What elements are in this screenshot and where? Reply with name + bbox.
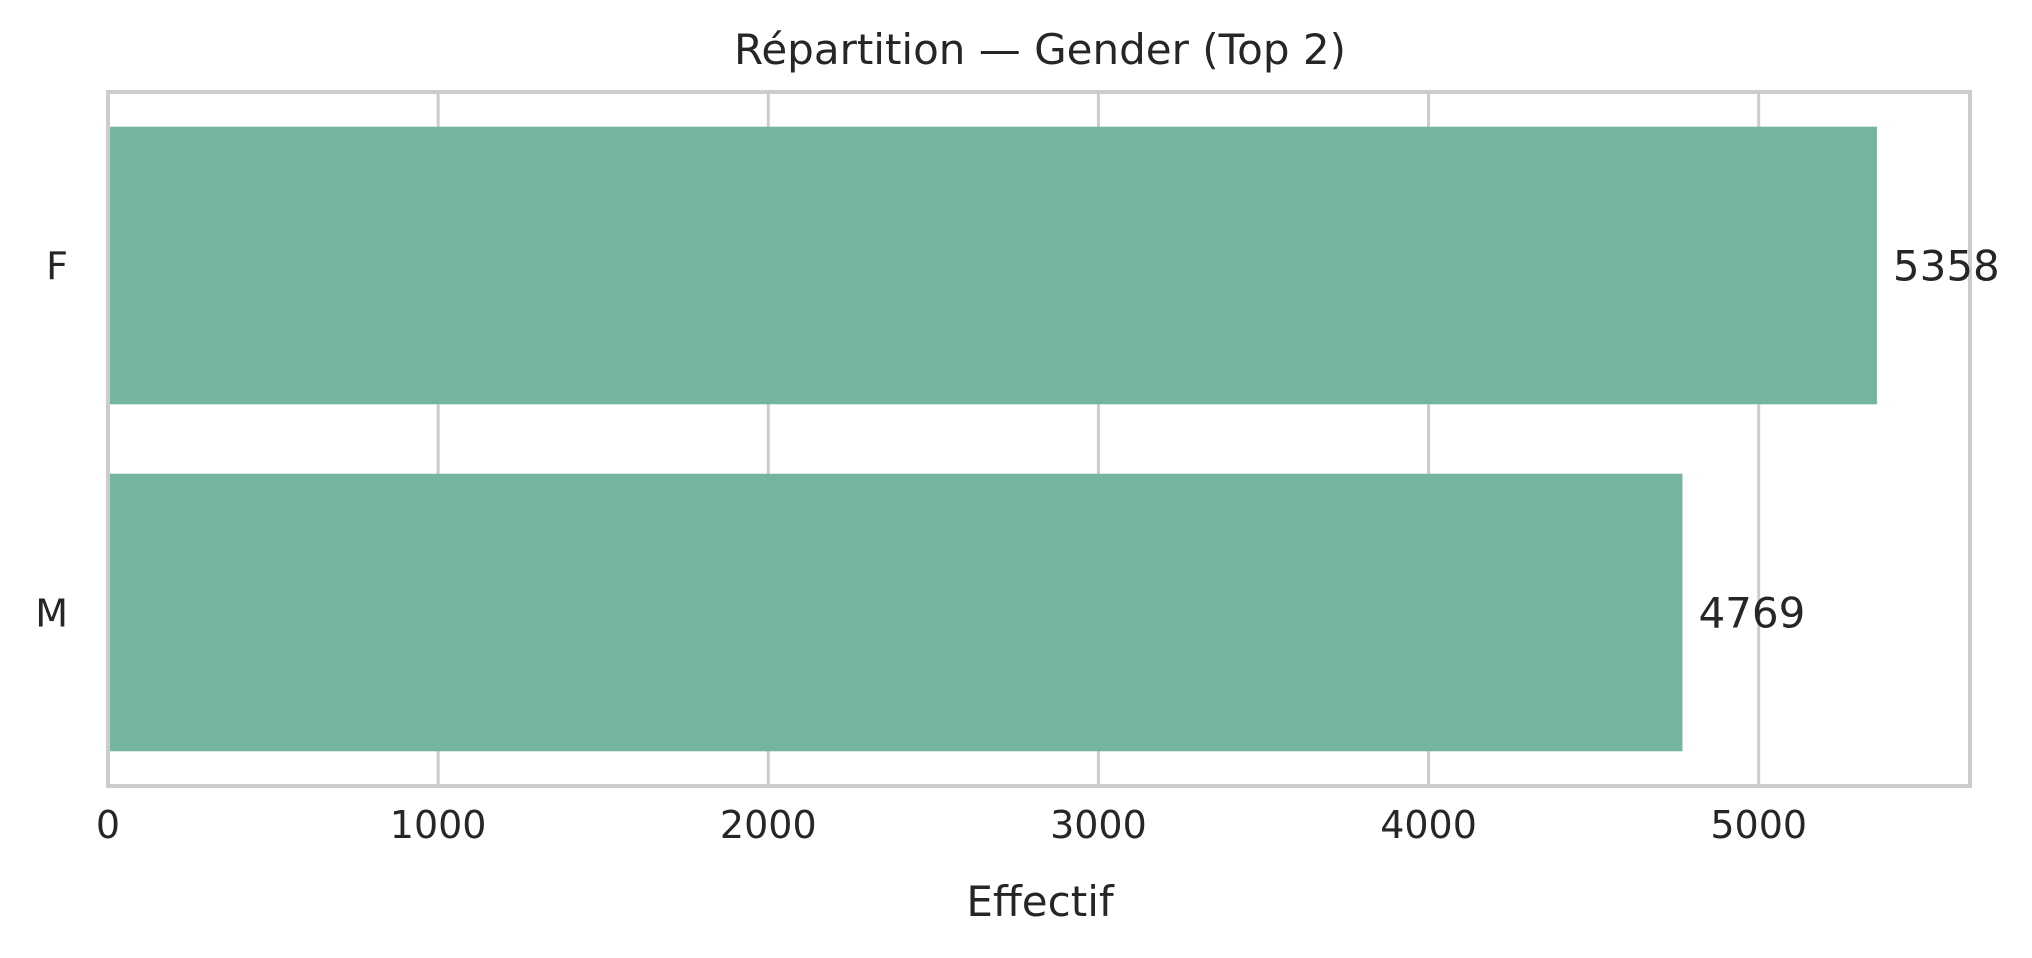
y-tick-labels: FM [35,245,68,636]
x-tick-label-4: 4000 [1380,803,1477,847]
data-labels: 5358 4769 [1698,242,1999,638]
data-label-F: 5358 [1893,242,2000,291]
y-tick-label-M: M [35,592,68,636]
bars [110,126,1877,752]
x-tick-label-1: 1000 [390,803,487,847]
x-tick-label-3: 3000 [1050,803,1147,847]
x-tick-label-2: 2000 [720,803,817,847]
y-tick-label-F: F [46,245,68,289]
plot-frame [106,90,1972,788]
x-tick-label-0: 0 [96,803,120,847]
bar-F [110,126,1877,405]
chart-title: Répartition — Gender (Top 2) [734,25,1346,74]
bar-M [110,473,1683,752]
data-label-M: 4769 [1698,589,1805,638]
x-axis-label: Effectif [966,877,1115,926]
x-tick-labels: 0 1000 2000 3000 4000 5000 [96,803,1807,847]
x-tick-label-5: 5000 [1710,803,1807,847]
